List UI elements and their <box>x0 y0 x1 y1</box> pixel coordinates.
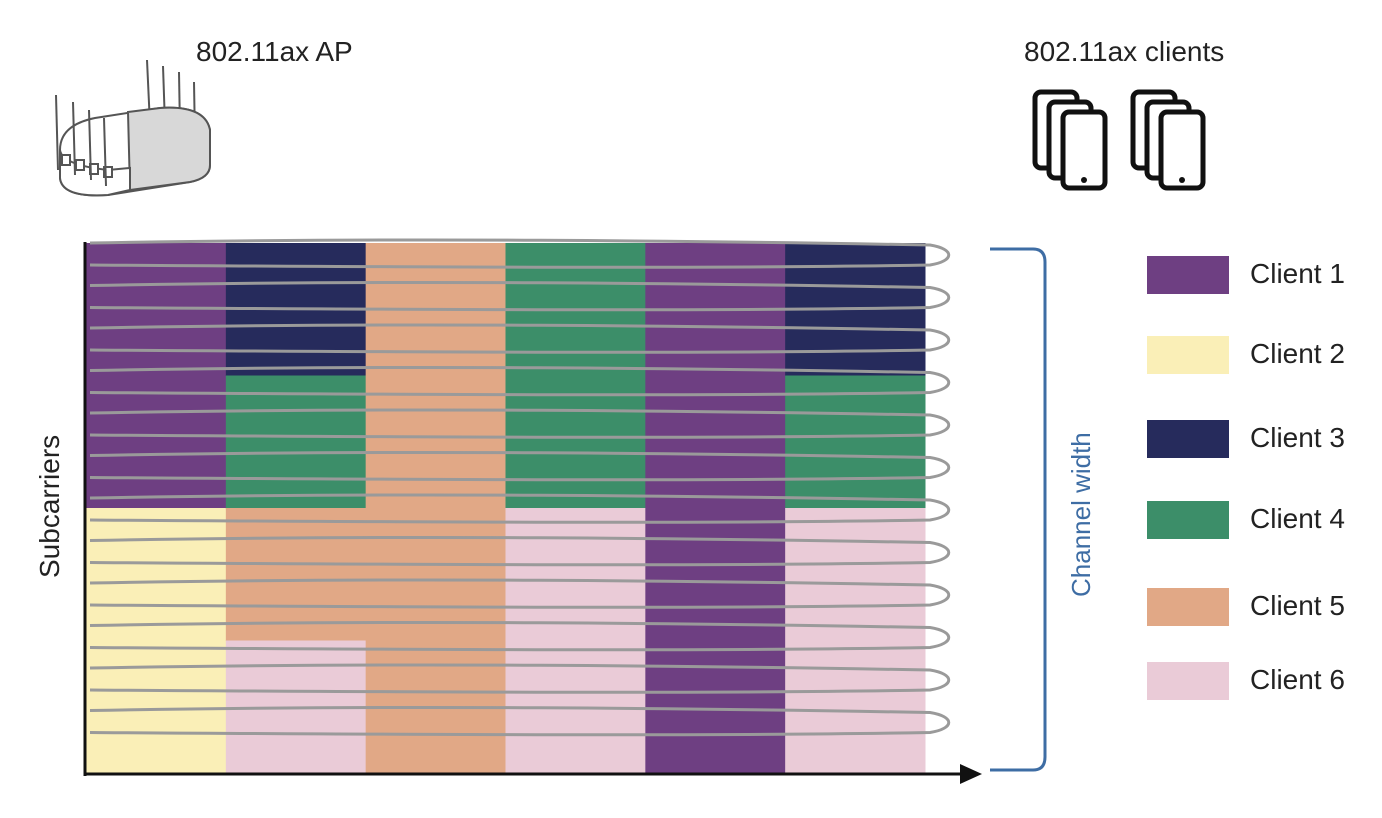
subcarrier-line <box>89 408 951 439</box>
grid-cell-client-4 <box>505 243 646 509</box>
grid-cell-client-6 <box>505 508 646 774</box>
subcarrier-line <box>89 493 951 524</box>
grid-cell-client-5 <box>365 243 506 774</box>
legend-swatch <box>1147 256 1229 294</box>
subcarrier-line <box>89 705 951 737</box>
wifi-access-point-icon <box>55 59 211 197</box>
legend-swatch <box>1147 588 1229 626</box>
legend-label: Client 2 <box>1250 338 1345 369</box>
resource-grid <box>86 243 926 774</box>
legend-swatch <box>1147 420 1229 458</box>
legend-label: Client 1 <box>1250 258 1345 289</box>
subcarrier-line <box>89 238 951 269</box>
legend-swatch <box>1147 336 1229 374</box>
legend-swatch <box>1147 662 1229 700</box>
ap-label: 802.11ax AP <box>196 36 353 67</box>
legend-label: Client 6 <box>1250 664 1345 695</box>
subcarriers-axis-label: Subcarriers <box>34 434 65 578</box>
subcarrier-line <box>89 450 951 482</box>
channel-width-bracket <box>990 247 1047 772</box>
subcarrier-line <box>89 365 951 397</box>
subcarrier-line <box>89 578 951 609</box>
subcarrier-lines <box>89 238 951 737</box>
axes <box>83 242 982 784</box>
grid-cell-client-4 <box>225 375 367 509</box>
grid-cell-client-2 <box>86 508 227 774</box>
subcarrier-line <box>89 620 951 652</box>
grid-cell-client-4 <box>785 375 926 509</box>
legend-swatch <box>1147 501 1229 539</box>
legend-label: Client 4 <box>1250 503 1345 534</box>
subcarrier-line <box>89 323 951 354</box>
time-axis-arrow-icon <box>960 764 982 784</box>
channel-width-label: Channel width <box>1066 432 1096 597</box>
smartphone-group-icon <box>1032 89 1206 191</box>
legend-label: Client 5 <box>1250 590 1345 621</box>
subcarrier-line <box>89 663 951 694</box>
grid-cell-client-1 <box>86 243 227 509</box>
legend-label: Client 3 <box>1250 422 1345 453</box>
clients-label: 802.11ax clients <box>1024 36 1225 67</box>
grid-cell-client-1 <box>645 243 786 774</box>
grid-cell-client-6 <box>785 508 926 774</box>
subcarrier-line <box>89 280 951 312</box>
grid-cell-client-5 <box>225 508 367 641</box>
subcarrier-line <box>89 535 951 567</box>
